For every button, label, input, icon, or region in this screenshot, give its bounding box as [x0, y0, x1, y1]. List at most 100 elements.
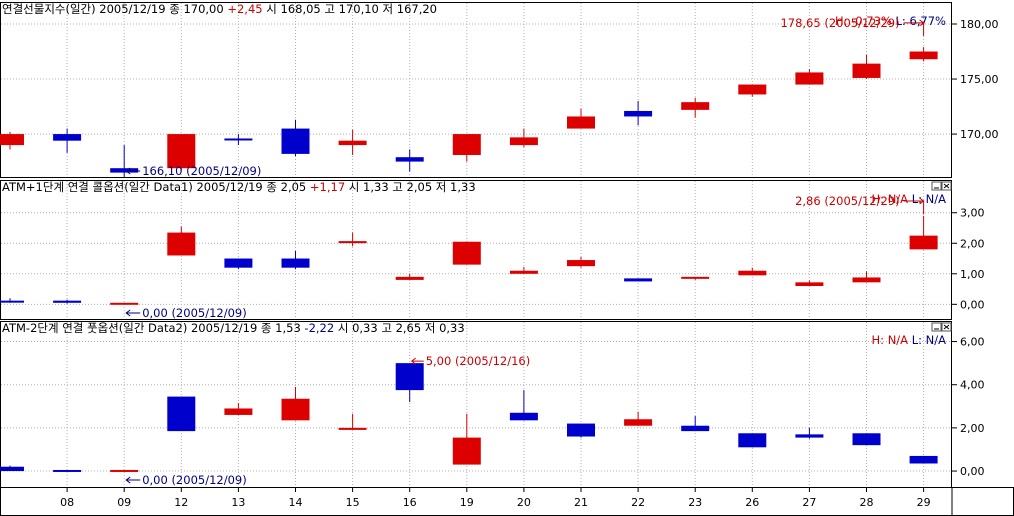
candle-body — [281, 398, 310, 421]
min-annotation: 166,10 (2005/12/09) — [125, 164, 261, 178]
x-axis-frame — [0, 487, 1014, 516]
annotation-arrow — [903, 197, 925, 215]
candle-body — [53, 469, 82, 472]
candle — [0, 298, 24, 303]
candle — [624, 101, 653, 126]
high-value: H: -0,73% — [835, 14, 892, 28]
y-tick-label: 0,00 — [960, 465, 985, 478]
candle-body — [281, 258, 310, 268]
candle-body — [0, 134, 24, 146]
x-tick-label: 29 — [917, 496, 931, 509]
high-low-readout: H: N/A L: N/A — [872, 192, 947, 206]
candle-body — [681, 425, 710, 432]
candle-body — [909, 455, 938, 464]
candle — [395, 363, 424, 402]
y-tick-label: 2,00 — [960, 422, 985, 435]
panel-1: 170,00 175,00 180,00 연결선물지수(일간) 2005/12/19 … — [0, 2, 999, 178]
candle — [110, 302, 139, 305]
candle-body — [452, 437, 481, 465]
candle-body — [0, 466, 24, 472]
candle-body — [852, 433, 881, 446]
min-annotation: 0,00 (2005/12/09) — [125, 306, 247, 320]
low-value: L: N/A — [908, 192, 946, 206]
y-tick-label: 175,00 — [960, 73, 999, 86]
candle-body — [509, 412, 538, 421]
title-part: ATM+1단계 연결 콜옵션(일간 Data1) 2005/12/19 — [2, 180, 263, 194]
annotation-label: 5,00 (2005/12/16) — [426, 354, 531, 368]
title-part: 종 1,53 — [257, 321, 301, 335]
candle — [852, 433, 881, 446]
max-annotation: 5,00 (2005/12/16) — [410, 354, 531, 368]
x-tick-label: 28 — [860, 496, 874, 509]
candle — [281, 386, 310, 421]
candle-body — [795, 434, 824, 438]
high-low-readout: H: N/A L: N/A — [872, 333, 947, 347]
candle — [509, 390, 538, 421]
candle — [795, 69, 824, 85]
max-annotation: 2,86 (2005/12/29) — [795, 194, 925, 215]
candle — [338, 232, 367, 247]
candle-body — [452, 241, 481, 265]
candle — [909, 47, 938, 62]
candle-body — [624, 419, 653, 426]
candle — [738, 433, 767, 448]
candle-body — [110, 168, 139, 173]
x-tick-label: 19 — [460, 496, 474, 509]
candle-body — [795, 282, 824, 286]
x-tick-label: 16 — [403, 496, 417, 509]
candle — [395, 273, 424, 280]
candle — [338, 413, 367, 430]
low-value: L: 6,77% — [892, 14, 946, 28]
candle — [509, 128, 538, 148]
candle — [338, 129, 367, 155]
candle-body — [452, 134, 481, 155]
x-tick-label: 27 — [802, 496, 816, 509]
annotation-arrow — [903, 19, 925, 36]
candle-body — [909, 235, 938, 250]
annotation-arrow — [125, 309, 141, 317]
y-tick-label: 180,00 — [960, 18, 999, 31]
y-tick-label: 3,00 — [960, 207, 985, 220]
candle-body — [224, 258, 253, 268]
annotation-arrow — [410, 357, 424, 365]
y-tick-label: 0,00 — [960, 298, 985, 311]
high-value: H: N/A — [872, 192, 909, 206]
candle-body — [224, 138, 253, 141]
candle-body — [509, 270, 538, 274]
close-icon — [943, 324, 950, 330]
y-tick-label: 1,00 — [960, 268, 985, 281]
candle-body — [110, 302, 139, 305]
panel-3: 0,00 2,00 4,00 6,00 ATM-2단계 연결 풋옵션(일간 Data2)… — [0, 321, 985, 488]
candle — [681, 97, 710, 118]
candle-body — [281, 128, 310, 154]
annotation-label: 178,65 (2005/12/29) — [780, 16, 899, 30]
candle — [224, 258, 253, 270]
x-axis: 08 09 12 13 14 15 16 19 20 21 22 23 26 27 28 29 — [0, 487, 1014, 516]
title-part: 연결선물지수(일간) 2005/12/19 — [2, 2, 166, 16]
high-low-readout: H: -0,73% L: 6,77% — [835, 14, 946, 28]
candle — [567, 423, 595, 438]
candle-body — [395, 157, 424, 162]
y-tick-label: 4,00 — [960, 379, 985, 392]
candle — [110, 469, 139, 472]
candle — [681, 416, 710, 432]
candle-body — [53, 134, 82, 141]
candle-body — [738, 433, 767, 448]
x-tick-label: 12 — [174, 496, 188, 509]
candle-body — [681, 102, 710, 110]
candle — [167, 134, 196, 171]
minimize-panel-button[interactable] — [931, 181, 942, 191]
price-change: -2,22 — [301, 321, 334, 335]
candle — [167, 226, 196, 256]
annotation-arrow — [125, 167, 141, 175]
candle-body — [110, 469, 139, 472]
x-tick-label: 13 — [231, 496, 245, 509]
candle — [452, 413, 481, 465]
minimize-panel-button[interactable] — [931, 322, 942, 332]
title-part: 시 168,05 고 170,10 저 167,20 — [263, 2, 437, 16]
y-tick-label: 6,00 — [960, 336, 985, 349]
low-value: L: N/A — [908, 333, 946, 347]
price-change: +2,45 — [224, 2, 263, 16]
title-part: 종 2,05 — [263, 180, 307, 194]
candle-body — [624, 110, 653, 117]
